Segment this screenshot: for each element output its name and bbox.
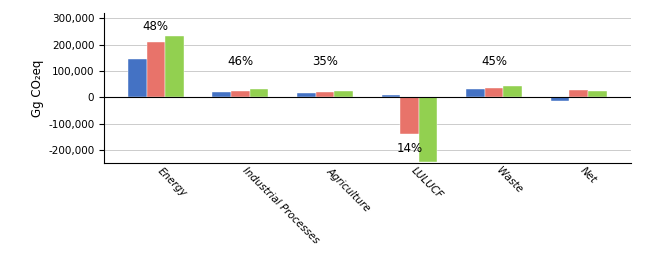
Text: 45%: 45% bbox=[481, 55, 507, 68]
Y-axis label: Gg CO₂eq: Gg CO₂eq bbox=[31, 59, 44, 117]
Bar bbox=[466, 89, 485, 97]
Bar bbox=[213, 92, 231, 97]
Bar bbox=[297, 93, 316, 97]
Bar bbox=[485, 88, 503, 97]
Bar bbox=[128, 59, 146, 97]
Text: 48%: 48% bbox=[143, 21, 169, 33]
Bar bbox=[334, 91, 353, 97]
Text: 35%: 35% bbox=[312, 55, 338, 68]
Bar bbox=[503, 86, 522, 97]
Bar bbox=[588, 91, 606, 97]
Bar bbox=[146, 42, 165, 97]
Bar bbox=[316, 92, 334, 97]
Bar bbox=[250, 89, 268, 97]
Bar bbox=[231, 91, 250, 97]
Bar bbox=[400, 97, 419, 134]
Bar bbox=[551, 97, 569, 101]
Bar bbox=[165, 36, 184, 97]
Bar bbox=[419, 97, 437, 162]
Bar bbox=[569, 90, 588, 97]
Bar bbox=[382, 95, 400, 97]
Text: 14%: 14% bbox=[396, 142, 422, 155]
Legend: 2000, 2005, 2011: 2000, 2005, 2011 bbox=[294, 262, 493, 263]
Text: 46%: 46% bbox=[227, 55, 254, 68]
